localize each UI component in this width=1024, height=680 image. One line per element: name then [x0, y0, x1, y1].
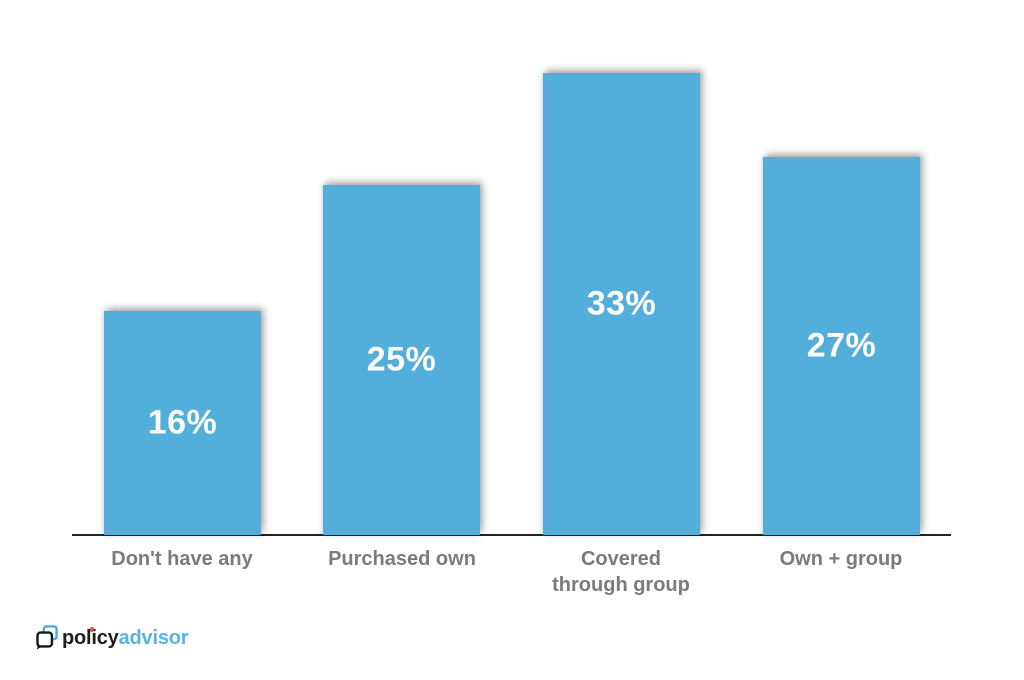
x-axis-line [72, 534, 951, 536]
bar-value-label: 25% [366, 340, 437, 379]
category-label: Covered through group [552, 548, 690, 596]
bar-own-group: 27% [763, 157, 920, 535]
category-label: Own + group [779, 548, 903, 570]
logo-text-policy: policy [62, 626, 119, 649]
category-label: Purchased own [328, 548, 476, 570]
bar-purchased-own: 25% [323, 185, 480, 535]
bar-value-label: 27% [806, 326, 877, 365]
bar-covered-through-group: 33% [543, 73, 700, 535]
policyadvisor-logo: policyadvisor [36, 625, 189, 650]
bar-value-label: 33% [586, 284, 657, 323]
logo-i-dot [89, 627, 95, 632]
logo-text: policyadvisor [62, 626, 189, 650]
bar-value-label: 16% [147, 403, 218, 442]
category-label: Don't have any [111, 548, 253, 570]
bar-don-t-have-any: 16% [104, 311, 261, 535]
logo-text-advisor: advisor [118, 626, 189, 649]
policyadvisor-speech-bubbles-icon [36, 625, 58, 650]
